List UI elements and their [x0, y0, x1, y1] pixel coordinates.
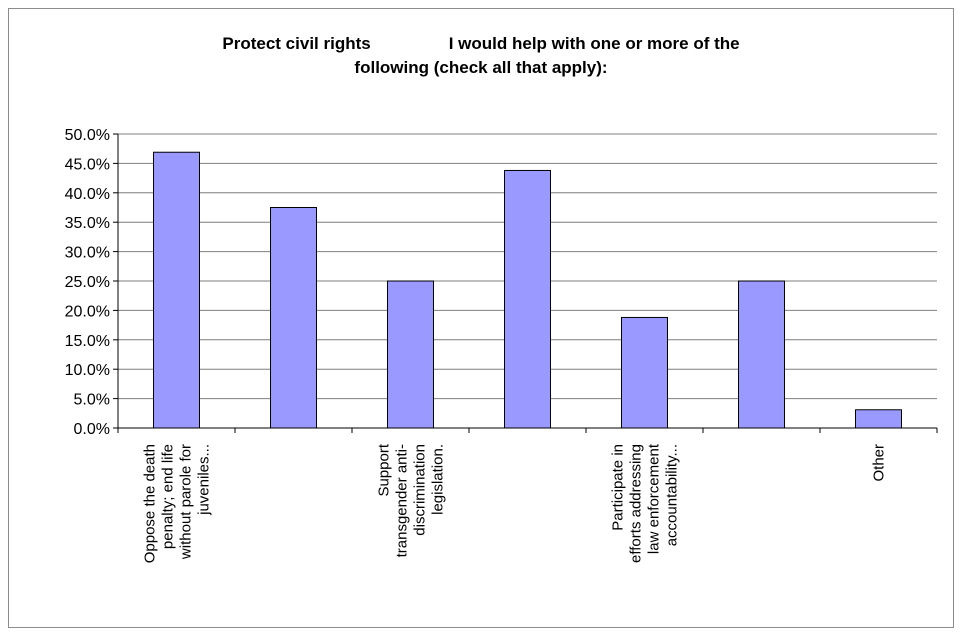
category-label: Oppose the death — [142, 444, 159, 563]
bar — [153, 151, 200, 429]
category-label: juveniles... — [196, 444, 213, 516]
y-tick-label: 30.0% — [65, 245, 110, 262]
bar — [504, 169, 551, 429]
chart-title: Protect civil rights I would help with on… — [8, 32, 954, 80]
category-label: accountability... — [664, 444, 681, 546]
y-tick-label: 10.0% — [65, 362, 110, 379]
category-label: without parole for — [178, 444, 195, 560]
bar — [270, 207, 317, 429]
category-label: Participate in — [610, 444, 627, 531]
chart-title-part3: following (check all that apply): — [354, 58, 608, 77]
bar — [855, 409, 902, 429]
category-label: Support — [376, 443, 393, 496]
y-tick-label: 50.0% — [65, 127, 110, 144]
y-tick-label: 5.0% — [74, 392, 110, 409]
y-tick-label: 15.0% — [65, 333, 110, 350]
y-tick-label: 20.0% — [65, 303, 110, 320]
y-tick-label: 40.0% — [65, 186, 110, 203]
bar — [387, 280, 434, 429]
chart-title-part2: I would help with one or more of the — [448, 34, 740, 53]
category-label: discrimination — [412, 444, 429, 536]
bar — [621, 316, 668, 429]
y-tick-label: 45.0% — [65, 156, 110, 173]
category-label: penalty; end life — [160, 444, 177, 549]
y-tick-label: 25.0% — [65, 274, 110, 291]
y-tick-label: 0.0% — [74, 421, 110, 438]
category-label: law enforcement — [646, 443, 663, 554]
category-label: legislation. — [430, 444, 447, 515]
category-label: transgender anti- — [394, 444, 411, 557]
bar — [738, 280, 785, 429]
category-label: efforts addressing — [628, 444, 645, 563]
y-tick-label: 35.0% — [65, 215, 110, 232]
chart-title-part1: Protect civil rights — [222, 34, 371, 53]
category-label: Other — [871, 444, 888, 482]
